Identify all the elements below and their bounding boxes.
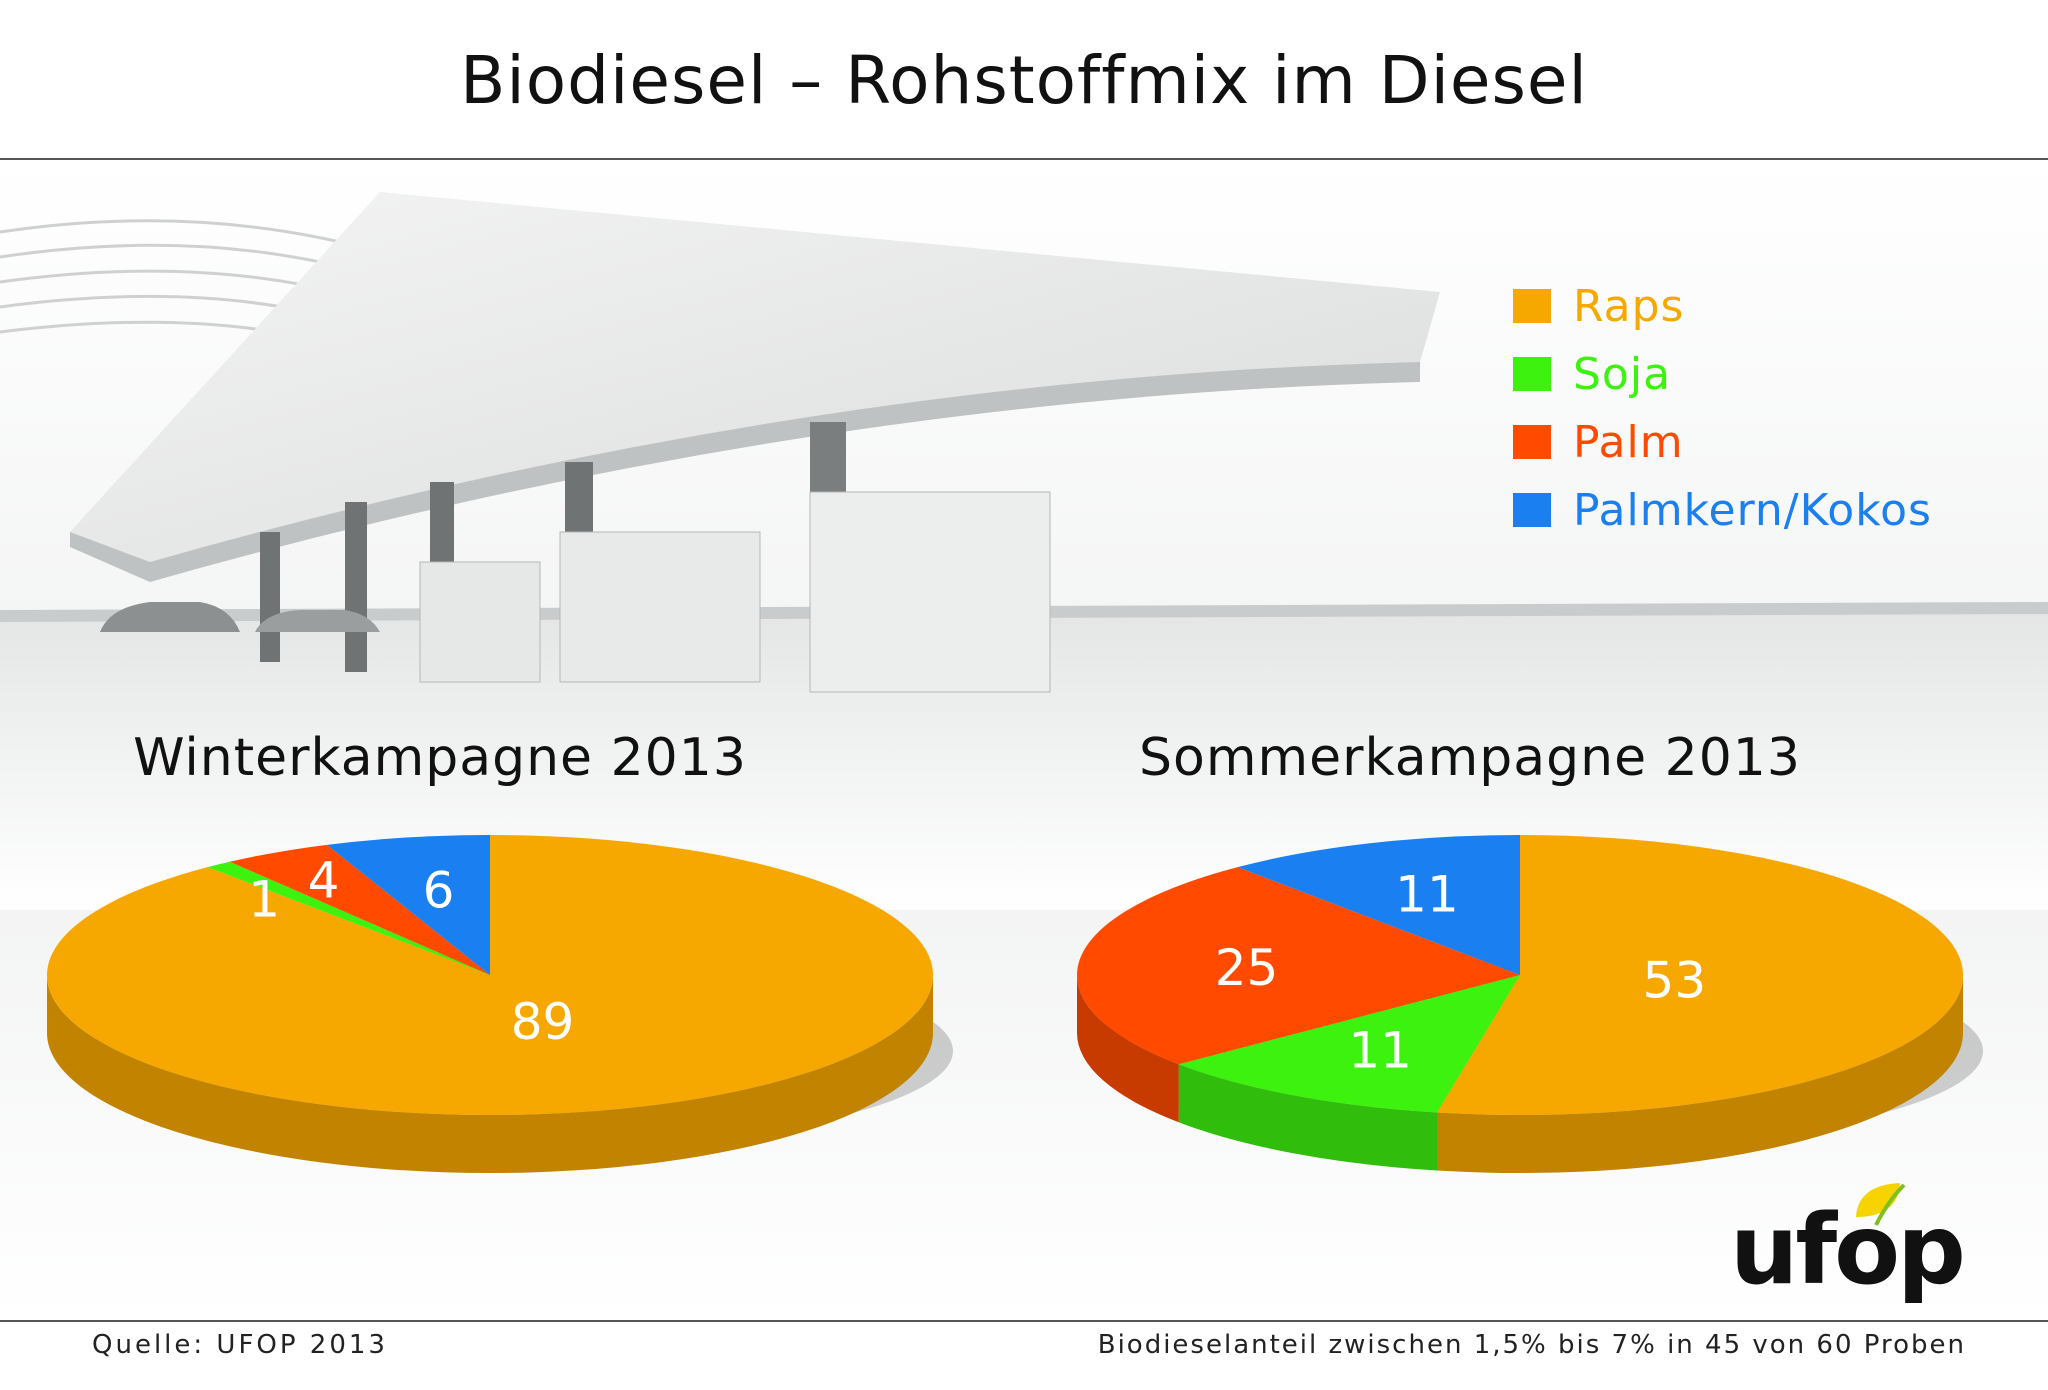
winter-chart-title: Winterkampagne 2013 (133, 728, 747, 788)
pie-slice-palmkern-kokos (1237, 835, 1520, 975)
pie-side-raps (1436, 975, 1963, 1173)
pie-slice-soja (207, 861, 491, 975)
pie-label-soja: 11 (1348, 1022, 1412, 1080)
logo-text: ufop (1730, 1194, 1966, 1306)
ufop-logo: ufop (1730, 1183, 1970, 1306)
legend-swatch (1513, 357, 1551, 391)
pie-slice-raps (1436, 835, 1963, 1115)
pie-slice-palmkern-kokos (326, 835, 490, 975)
legend-swatch (1513, 493, 1551, 527)
pie-slice-palm (229, 844, 490, 975)
legend-swatch (1513, 289, 1551, 323)
summer-chart-title: Sommerkampagne 2013 (1139, 728, 1801, 788)
pie-label-palm: 4 (308, 851, 340, 909)
legend-label: Raps (1573, 280, 1685, 332)
legend-item-soja: Soja (1513, 340, 1932, 408)
pie-side-soja (1178, 1064, 1437, 1171)
legend-label: Palm (1573, 416, 1684, 468)
top-divider (0, 158, 2048, 160)
sample-note: Biodieselanteil zwischen 1,5% bis 7% in … (1097, 1330, 1966, 1360)
pie-slice-soja (1178, 975, 1520, 1113)
legend: Raps Soja Palm Palmkern/Kokos (1513, 272, 1932, 544)
leaf-icon (1856, 1183, 1906, 1226)
pie-label-soja: 1 (248, 871, 280, 929)
legend-item-palmkern: Palmkern/Kokos (1513, 476, 1932, 544)
legend-label: Palmkern/Kokos (1573, 484, 1932, 536)
pie-label-palmkern-kokos: 6 (423, 862, 455, 920)
legend-item-palm: Palm (1513, 408, 1932, 476)
pie-slice-raps (47, 835, 933, 1115)
page-title: Biodiesel – Rohstoffmix im Diesel (460, 42, 1588, 119)
bottom-divider (0, 1320, 2048, 1322)
pie-side-palm (1077, 975, 1179, 1123)
pie-slice-palm (1077, 867, 1520, 1065)
pie-label-palmkern-kokos: 11 (1395, 865, 1459, 923)
pie-label-raps: 53 (1643, 952, 1707, 1010)
pie-label-palm: 25 (1215, 939, 1279, 997)
pie-charts: 89 1 4 6 53 11 25 11 (47, 835, 1983, 1173)
legend-label: Soja (1573, 348, 1672, 400)
legend-item-raps: Raps (1513, 272, 1932, 340)
source-note: Quelle: UFOP 2013 (92, 1330, 388, 1360)
pie-side-raps (47, 975, 933, 1173)
pie-label-raps: 89 (511, 993, 575, 1051)
legend-swatch (1513, 425, 1551, 459)
